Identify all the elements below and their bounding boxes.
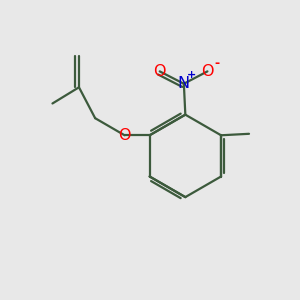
Text: +: +: [187, 70, 196, 80]
Text: O: O: [201, 64, 214, 79]
Text: -: -: [214, 57, 219, 70]
Text: O: O: [154, 64, 166, 79]
Text: O: O: [118, 128, 131, 143]
Text: N: N: [178, 76, 190, 91]
